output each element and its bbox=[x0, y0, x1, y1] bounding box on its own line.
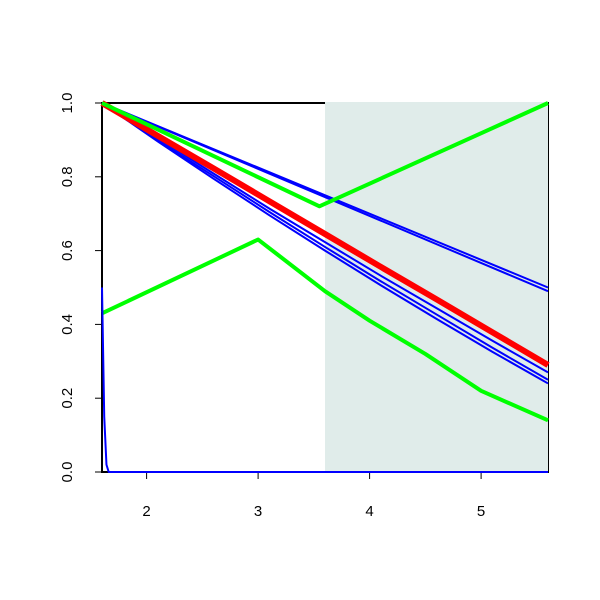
data-line bbox=[101, 287, 548, 473]
data-line bbox=[101, 102, 549, 293]
data-line bbox=[101, 237, 549, 423]
y-tick-label: 0.4 bbox=[59, 314, 76, 335]
y-tick-label: 0.8 bbox=[59, 166, 76, 187]
data-line bbox=[101, 102, 549, 381]
y-tick-label: 1.0 bbox=[59, 93, 76, 114]
shaded-region bbox=[325, 102, 548, 473]
y-tick-label: 0.0 bbox=[59, 462, 76, 483]
y-tick-label: 0.2 bbox=[59, 388, 76, 409]
y-tick-label: 0.6 bbox=[59, 240, 76, 261]
x-tick-label: 3 bbox=[254, 503, 262, 520]
x-tick-label: 5 bbox=[477, 503, 485, 520]
x-tick-label: 2 bbox=[142, 503, 150, 520]
data-line bbox=[101, 101, 549, 209]
data-line bbox=[100, 100, 550, 368]
data-line bbox=[101, 102, 549, 385]
x-tick-label: 4 bbox=[365, 503, 373, 520]
